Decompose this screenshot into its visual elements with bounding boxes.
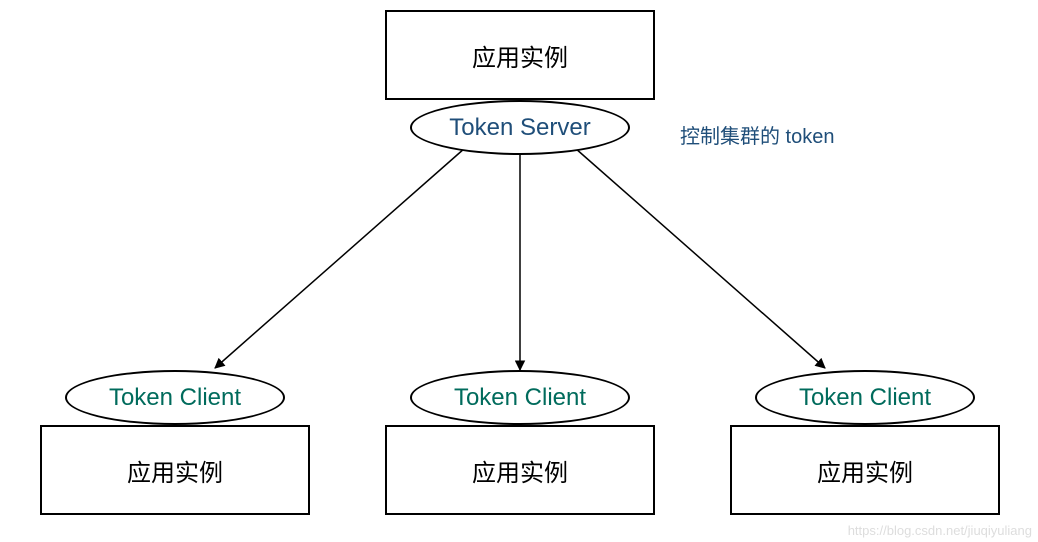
app-instance-box-left: 应用实例 [40, 425, 310, 515]
token-client-label: Token Client [109, 384, 241, 412]
token-server-ellipse: Token Server [410, 100, 630, 155]
token-client-label: Token Client [454, 384, 586, 412]
token-server-label: Token Server [449, 114, 590, 142]
app-instance-label: 应用实例 [817, 453, 913, 488]
app-instance-box-right: 应用实例 [730, 425, 1000, 515]
app-instance-label: 应用实例 [472, 38, 568, 73]
app-instance-label: 应用实例 [472, 453, 568, 488]
app-instance-box-top: 应用实例 [385, 10, 655, 100]
app-instance-label: 应用实例 [127, 453, 223, 488]
token-client-ellipse-left: Token Client [65, 370, 285, 425]
token-client-ellipse-middle: Token Client [410, 370, 630, 425]
cluster-token-annotation: 控制集群的 token [680, 120, 834, 149]
diagram-canvas: 应用实例 Token Server 控制集群的 token Token Clie… [0, 0, 1038, 542]
app-instance-box-middle: 应用实例 [385, 425, 655, 515]
annotation-text: 控制集群的 token [680, 126, 834, 148]
watermark-text: https://blog.csdn.net/jiuqiyuliang [848, 523, 1032, 538]
token-client-ellipse-right: Token Client [755, 370, 975, 425]
token-client-label: Token Client [799, 384, 931, 412]
